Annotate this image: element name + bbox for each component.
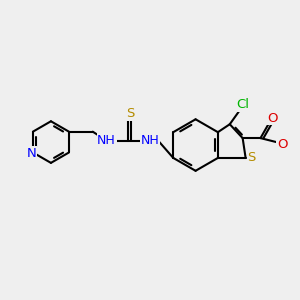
Text: S: S <box>126 107 134 120</box>
Text: S: S <box>248 152 256 164</box>
Text: O: O <box>267 112 278 125</box>
Text: N: N <box>27 147 37 160</box>
Text: O: O <box>277 138 287 151</box>
Text: NH: NH <box>97 134 116 147</box>
Text: NH: NH <box>141 134 160 147</box>
Text: Cl: Cl <box>236 98 249 111</box>
